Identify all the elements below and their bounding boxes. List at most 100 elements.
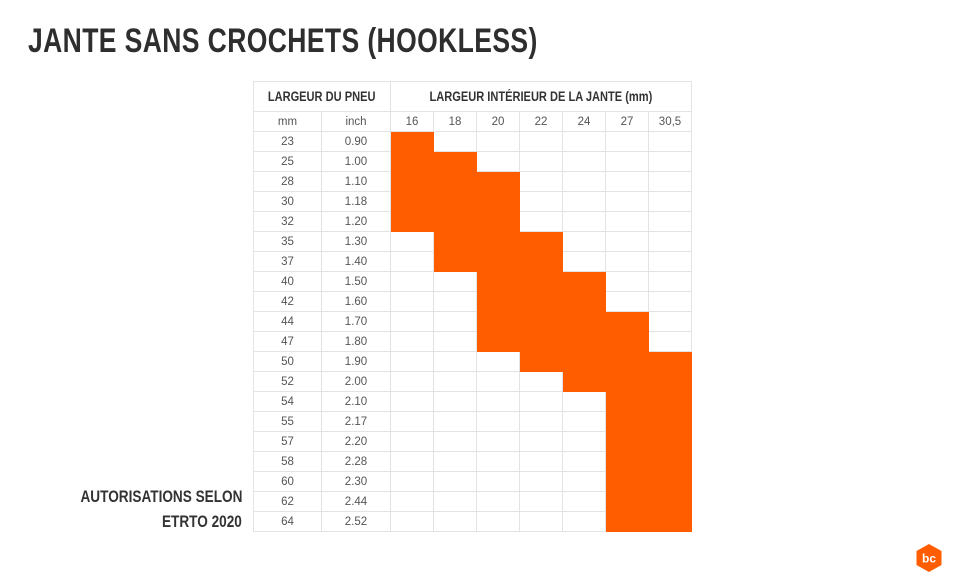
allowed-cell: [519, 311, 563, 332]
empty-cell: [562, 391, 606, 412]
allowed-cell: [519, 231, 563, 252]
tyre-inch-label: 2.00: [321, 371, 391, 392]
empty-cell: [648, 231, 692, 252]
empty-cell: [648, 131, 692, 152]
empty-cell: [433, 471, 477, 492]
empty-cell: [390, 271, 434, 292]
empty-cell: [519, 191, 563, 212]
tyre-inch-label: 1.50: [321, 271, 391, 292]
tyre-mm-label: 57: [253, 431, 322, 452]
allowed-cell: [519, 351, 563, 372]
tyre-mm-label: 40: [253, 271, 322, 292]
empty-cell: [476, 131, 520, 152]
allowed-cell: [519, 251, 563, 272]
tyre-inch-label: 1.18: [321, 191, 391, 212]
empty-cell: [390, 511, 434, 532]
allowed-cell: [519, 291, 563, 312]
allowed-cell: [562, 371, 606, 392]
empty-cell: [433, 311, 477, 332]
allowed-cell: [476, 251, 520, 272]
tyre-inch-label: 1.20: [321, 211, 391, 232]
empty-cell: [476, 151, 520, 172]
empty-cell: [648, 251, 692, 272]
empty-cell: [605, 291, 649, 312]
allowed-cell: [433, 251, 477, 272]
empty-cell: [390, 351, 434, 372]
tyre-mm-label: 60: [253, 471, 322, 492]
allowed-cell: [648, 411, 692, 432]
empty-cell: [519, 491, 563, 512]
empty-cell: [433, 351, 477, 372]
empty-cell: [476, 411, 520, 432]
allowed-cell: [562, 331, 606, 352]
table-row: 50 1.90: [253, 351, 692, 372]
tyre-mm-label: 58: [253, 451, 322, 472]
table-row: 32 1.20: [253, 211, 692, 232]
empty-cell: [433, 131, 477, 152]
allowed-cell: [562, 291, 606, 312]
empty-cell: [562, 131, 606, 152]
tyre-mm-label: 52: [253, 371, 322, 392]
allowed-cell: [433, 211, 477, 232]
empty-cell: [562, 171, 606, 192]
rim-width-tick: 22: [519, 111, 563, 132]
empty-cell: [562, 511, 606, 532]
empty-cell: [433, 271, 477, 292]
tyre-inch-label: 1.30: [321, 231, 391, 252]
empty-cell: [519, 451, 563, 472]
tyre-inch-label: 2.28: [321, 451, 391, 472]
empty-cell: [390, 431, 434, 452]
allowed-cell: [648, 391, 692, 412]
allowed-cell: [648, 431, 692, 452]
empty-cell: [519, 431, 563, 452]
tyre-inch-label: 1.80: [321, 331, 391, 352]
allowed-cell: [562, 351, 606, 372]
tyre-mm-label: 28: [253, 171, 322, 192]
allowed-cell: [648, 471, 692, 492]
empty-cell: [390, 231, 434, 252]
allowed-cell: [648, 351, 692, 372]
allowed-cell: [648, 491, 692, 512]
allowed-cell: [562, 271, 606, 292]
allowed-cell: [476, 271, 520, 292]
tyre-mm-label: 47: [253, 331, 322, 352]
empty-cell: [648, 271, 692, 292]
empty-cell: [562, 211, 606, 232]
empty-cell: [648, 171, 692, 192]
allowed-cell: [605, 311, 649, 332]
etrto-note-line-2: ETRTO 2020: [162, 512, 242, 531]
allowed-cell: [605, 431, 649, 452]
allowed-cell: [476, 311, 520, 332]
allowed-cell: [648, 511, 692, 532]
allowed-cell: [433, 151, 477, 172]
empty-cell: [433, 411, 477, 432]
allowed-cell: [390, 171, 434, 192]
allowed-cell: [390, 191, 434, 212]
allowed-cell: [562, 311, 606, 332]
empty-cell: [648, 211, 692, 232]
empty-cell: [605, 171, 649, 192]
etrto-note-line-1: AUTORISATIONS SELON: [80, 487, 242, 506]
empty-cell: [519, 211, 563, 232]
table-row: 54 2.10: [253, 391, 692, 412]
allowed-cell: [390, 131, 434, 152]
page-title: JANTE SANS CROCHETS (HOOKLESS): [28, 22, 538, 60]
allowed-cell: [605, 491, 649, 512]
tyre-mm-label: 30: [253, 191, 322, 212]
tyre-inch-label: 2.17: [321, 411, 391, 432]
tyre-mm-label: 42: [253, 291, 322, 312]
allowed-cell: [476, 231, 520, 252]
empty-cell: [562, 191, 606, 212]
tyre-inch-label: 0.90: [321, 131, 391, 152]
empty-cell: [605, 131, 649, 152]
empty-cell: [476, 491, 520, 512]
table-row: 37 1.40: [253, 251, 692, 272]
allowed-cell: [519, 271, 563, 292]
allowed-cell: [390, 151, 434, 172]
table-row: 28 1.10: [253, 171, 692, 192]
empty-cell: [562, 231, 606, 252]
rim-width-tick: 30,5: [648, 111, 692, 132]
allowed-cell: [605, 351, 649, 372]
rim-width-tick: 24: [562, 111, 606, 132]
table-row: 62 2.44: [253, 491, 692, 512]
